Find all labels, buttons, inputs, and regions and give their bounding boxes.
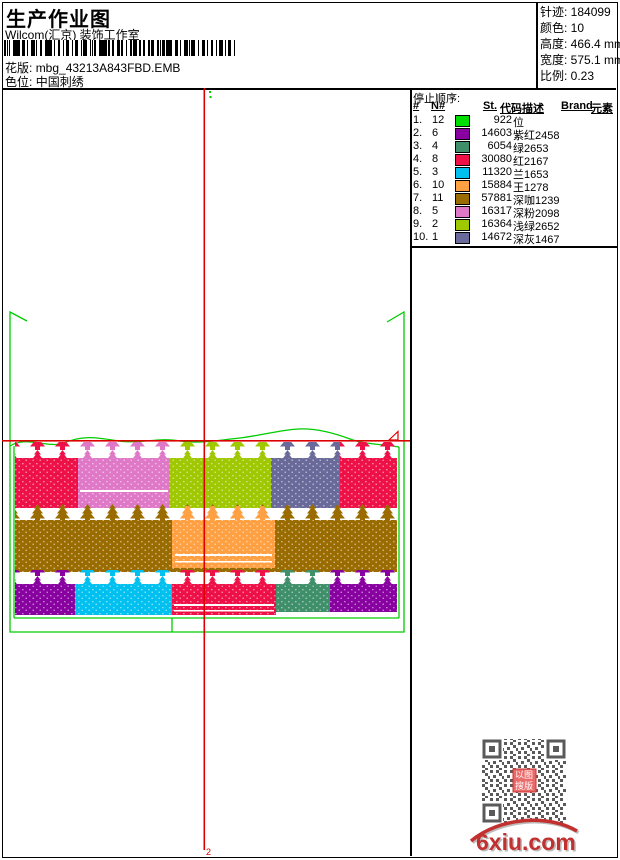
color-swatch <box>455 193 470 205</box>
software-name: Wilcom(汇京) 装饰工作室 <box>5 28 140 42</box>
site-name: 6xiu.com <box>476 829 576 855</box>
color-swatch <box>455 154 470 166</box>
vertical-center-line <box>203 88 206 850</box>
garment-outline <box>9 310 405 633</box>
col-code: 代码 <box>500 103 522 115</box>
table-row: 6. <box>413 179 423 191</box>
color-swatch <box>455 128 470 140</box>
colorway-label: 色位: <box>5 75 33 89</box>
page-title: 生产作业图 <box>6 9 111 31</box>
col-stop: # <box>413 100 420 112</box>
color-swatch <box>455 115 470 127</box>
design-height: 高度: 466.4 mm <box>540 37 620 51</box>
color-swatch <box>455 206 470 218</box>
seal-text-top: 以图 <box>515 770 533 780</box>
stitch-count: 针迹: 184099 <box>540 5 611 19</box>
qr-finder-bottomleft <box>482 803 502 823</box>
table-row: 9. <box>413 218 423 230</box>
design-width: 宽度: 575.1 mm <box>540 53 620 67</box>
seal-text-bottom: 搜版 <box>515 780 533 791</box>
colorway-line: 色位: 中国刺绣 <box>5 73 84 90</box>
qr-center-seal <box>512 768 537 793</box>
table-row: 3. <box>413 140 423 152</box>
site-name-shadow: 6xiu.com <box>478 831 578 857</box>
pattern-file-value: mbg_43213A843FBD.EMB <box>35 61 181 75</box>
table-row: 5. <box>413 166 423 178</box>
crosshair-end-marker <box>387 430 399 441</box>
stop-sequence-title: 停止顺序: <box>413 93 461 105</box>
design-scale: 比例: 0.23 <box>540 69 595 83</box>
color-swatch <box>455 167 470 179</box>
watermark-logo: 6xiu.com 6xiu.com <box>469 818 580 857</box>
qr-code: 以图 搜版 <box>482 739 566 823</box>
table-row: 10. <box>413 231 429 243</box>
col-brand: Brand <box>561 100 593 112</box>
color-count: 颜色: 10 <box>540 21 585 35</box>
table-row: 7. <box>413 192 423 204</box>
table-row: 8. <box>413 205 423 217</box>
embroidery-row-3 <box>15 570 397 615</box>
colorway-value: 中国刺绣 <box>35 75 84 89</box>
color-swatch <box>455 180 470 192</box>
center-crosshair: 2 <box>2 88 410 857</box>
design-info-box: 针迹: 184099 颜色: 10 高度: 466.4 mm 宽度: 575.1… <box>540 4 620 84</box>
embroidery-row-2 <box>15 504 397 572</box>
table-row: 4. <box>413 153 423 165</box>
pattern-file-line: 花版: mbg_43213A843FBD.EMB <box>5 59 180 76</box>
header-divider <box>2 88 616 90</box>
color-swatch <box>455 219 470 231</box>
embroidery-row-1 <box>15 442 397 508</box>
color-swatch <box>455 141 470 153</box>
col-needle: N# <box>431 100 446 112</box>
table-row: 2. <box>413 127 423 139</box>
qr-finder-topright <box>546 739 566 759</box>
table-bottom-divider <box>410 246 617 248</box>
color-swatch <box>455 232 470 244</box>
pattern-file-label: 花版: <box>5 61 33 75</box>
col-desc: 描述 <box>522 103 544 115</box>
logo-swoosh <box>469 818 578 843</box>
right-column-divider <box>410 88 412 856</box>
col-element: 元素 <box>591 103 613 115</box>
info-box-divider <box>536 2 538 88</box>
barcode <box>4 40 235 56</box>
center-marker-label: 2 <box>206 847 211 857</box>
horizontal-center-line <box>2 440 410 442</box>
qr-finder-topleft <box>482 739 502 759</box>
table-row: 1. <box>413 114 423 126</box>
col-stitches: St. <box>482 100 497 112</box>
